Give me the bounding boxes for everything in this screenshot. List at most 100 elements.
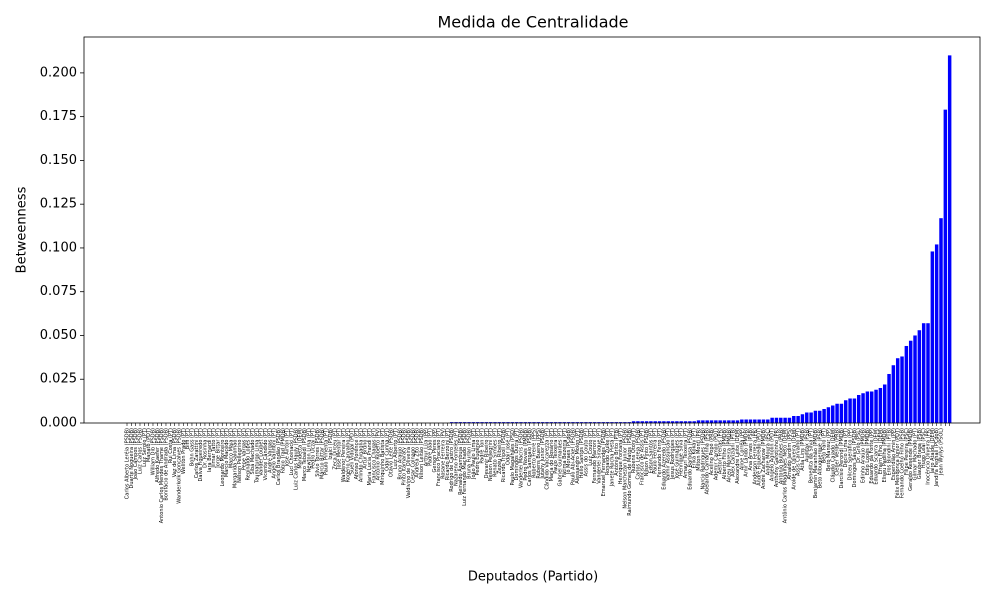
x-tick-label: Dilceu Sperafico (PP) [848, 428, 854, 480]
x-tick-label: Hugo Leal (PSC) [921, 428, 927, 468]
x-tick-label: Maria do Rosário (PT) [548, 428, 555, 481]
x-tick-label: Alessandro Molon (PT) [575, 428, 581, 484]
bar [744, 419, 748, 423]
x-tick-label: Marco Maia (PT) [228, 428, 234, 468]
x-tick-label: Wanderkolk Gonçalves (PSDB) [176, 428, 182, 504]
x-tick-label: Rui Costa (PT) [168, 428, 174, 463]
x-tick-label: Ronaldo Zulke (PT) [605, 428, 611, 475]
bar [926, 323, 930, 423]
bar [939, 218, 943, 423]
x-tick-label: Angelo Agnolin (PDT) [770, 428, 776, 481]
x-tick-label: Geraldo Resende (PMDB) [908, 428, 914, 491]
bar [796, 415, 800, 423]
x-tick-label: Beto Albuquerque (PSB) [817, 428, 823, 488]
x-tick-label: Pedro Eugênio (PT) [474, 428, 481, 475]
x-tick-label: Francisco Chagas (PT) [371, 428, 377, 483]
x-tick-label: Fernando Marroni (PT) [592, 428, 598, 483]
bar [722, 420, 727, 423]
y-tick-label: 0.075 [40, 284, 77, 299]
x-tick-label: Eduardo Sciarra (DEM) [874, 428, 880, 485]
x-tick-label: Aline Corrêa (PP) [738, 428, 745, 470]
x-tick-label: Átila Lins (PMDB) [799, 428, 806, 471]
bar [947, 55, 952, 423]
bar [501, 422, 506, 423]
x-tick-label: Filipe Pereira (PSC) [904, 428, 910, 475]
x-tick-label: Luiz Alberto (PT) [393, 428, 399, 469]
x-tick-label: Audifax (PSB) [804, 428, 810, 462]
x-tick-label: Gabriel Guimarães (PT) [557, 428, 563, 486]
bar [917, 330, 922, 423]
x-tick-label: Maria Lucia Prandi (PT) [367, 428, 373, 486]
bar [514, 422, 519, 423]
bar [865, 391, 870, 423]
bar [527, 422, 532, 423]
x-tick-label: Ademir Camilo (PDT) [713, 428, 719, 480]
x-tick-label: Jean Wyllys (PSOL) [939, 428, 945, 476]
x-tick-label: José Airton (PT) [284, 428, 291, 467]
bar [484, 422, 489, 423]
x-tick-label: Alexandre Leite (DEM) [735, 428, 741, 484]
x-tick-label: André Vargas (PT) [266, 428, 273, 473]
x-tick-label: Otavio Leite (PSDB) [389, 428, 395, 477]
x-tick-label: Artur Bruno (PT) [363, 428, 369, 469]
bar [493, 422, 497, 423]
x-tick-label: Luci Choinacki (PT) [289, 428, 295, 476]
x-tick-label: José Guimarães (PT) [673, 428, 680, 480]
bar [839, 403, 844, 423]
x-tick-label: Duarte Nogueira (PSDB) [129, 428, 135, 489]
x-tick-label: Alfredo Kaefer (PSDB) [155, 428, 161, 483]
x-tick-label: Antônio Carlos Magalhães Neto (DEM) [782, 428, 789, 523]
x-tick-label: Glauber Braga (PSB) [917, 428, 923, 479]
bar [475, 422, 480, 423]
bar [597, 422, 601, 423]
y-tick-label: 0.200 [40, 65, 77, 80]
x-tick-label: Paulo Pimenta (PT) [324, 428, 330, 475]
bar [753, 419, 757, 423]
x-tick-label: Eduardo Azeredo (PSDB) [661, 428, 667, 490]
bar [558, 422, 562, 423]
x-tick-label: Arthur Lira (PP) [423, 428, 429, 466]
x-tick-label: Jairo Ataíde (DEM) [929, 428, 936, 474]
y-tick-label: 0.100 [40, 240, 77, 255]
bar [887, 373, 891, 423]
bar [679, 421, 683, 423]
x-tick-label: César Colnago (PSDB) [409, 428, 416, 483]
x-tick-label: Newton Lima (PT) [306, 428, 312, 472]
x-tick-label: Antonio Bulhões (PRB) [778, 428, 784, 484]
x-tick-label: Dr. Rosinha (PT) [202, 428, 208, 468]
bar [740, 419, 744, 423]
x-tick-label: Eliseu Padilha (PMDB) [882, 428, 888, 483]
x-tick-label: Reginaldo Lopes (PT) [246, 428, 252, 481]
x-tick-label: Edson Santos (PT) [648, 428, 654, 473]
x-tick-label: Arolde de Oliveira (DEM) [791, 428, 797, 490]
bar [510, 422, 515, 423]
x-tick-label: Jorge Bittar (PT) [215, 428, 221, 469]
bar [640, 421, 644, 423]
bar [467, 422, 471, 423]
x-tick-label: Carlos Zarattini (PT) [194, 428, 200, 478]
x-tick-label: Pedro Novais (PMDB) [523, 428, 529, 481]
x-tick-label: Nelson Pellegrino (PT) [237, 428, 243, 483]
bar [683, 421, 688, 423]
bar [857, 394, 861, 423]
bar [904, 345, 909, 423]
x-tick-label: Sueli Vidigal (PDT) [350, 428, 356, 474]
bar [692, 421, 696, 423]
x-tick-label: Antônio Brito (PTB) [613, 428, 620, 476]
x-tick-label: Beto Faro (PT) [822, 428, 828, 463]
x-tick-label: Weliton Prado (PT) [181, 428, 187, 474]
x-tick-label: Anderson Ferreira (PR) [752, 428, 758, 485]
x-tick-label: Izalci (PSDB) [328, 428, 334, 460]
x-tick-label: Vanderlei Siraque (PT) [596, 428, 602, 484]
x-tick-label: Paulo Teixeira (PT) [553, 428, 559, 474]
bar [930, 251, 935, 423]
bar [757, 419, 761, 423]
bar [822, 408, 826, 423]
bar [861, 393, 865, 423]
x-tick-label: Décio Lima (PT) [842, 428, 849, 467]
x-tick-label: Carlos Brandão (PSDB) [276, 428, 282, 485]
bar [913, 335, 917, 423]
x-tick-label: Arnaldo Jardim (PPS) [787, 428, 793, 480]
x-tick-label: Assis do Couto (PT) [583, 428, 589, 476]
